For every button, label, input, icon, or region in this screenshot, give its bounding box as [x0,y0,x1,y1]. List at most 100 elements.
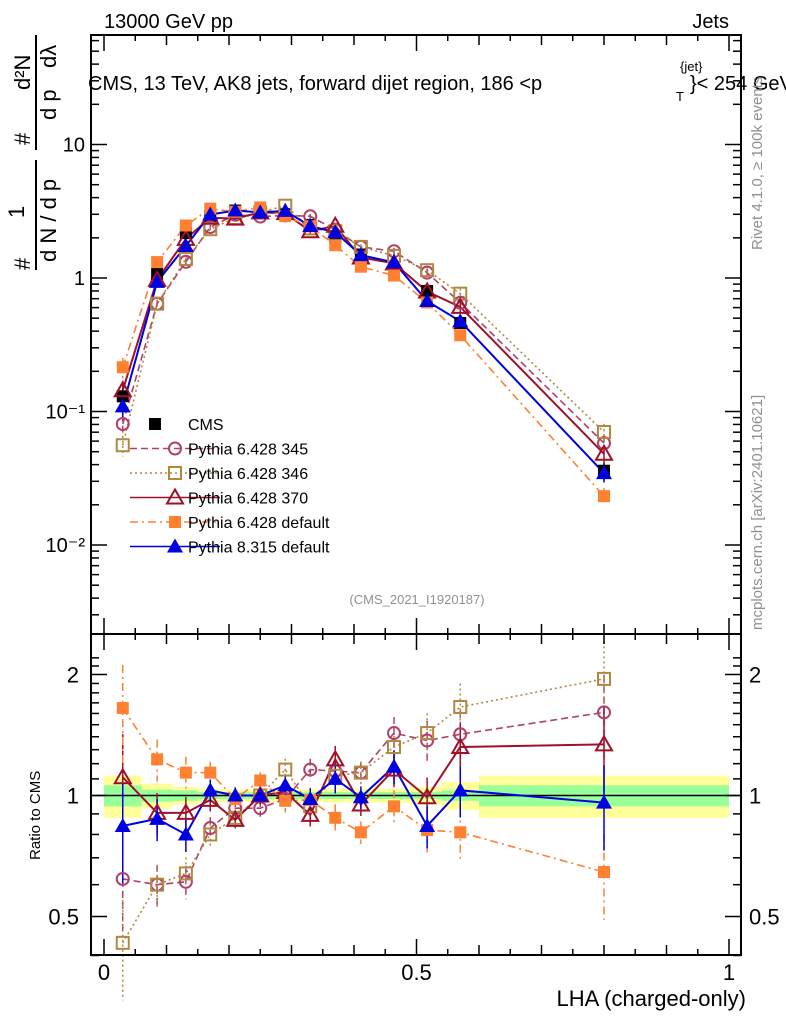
ratio-marker-p6def [204,766,217,779]
marker-p6def [329,239,342,252]
marker-p8def [114,398,131,413]
title-tail: }< 254 GeV [690,73,786,95]
ratio-y-tick-label-right: 1 [749,784,761,809]
ratio-line-p8def [122,765,605,836]
x-tick-label: 0 [98,960,110,985]
marker-p8def [149,273,166,288]
ratio-marker-p6def [254,774,267,787]
ylabel-num2: d²N [10,55,35,90]
marker-p6def [598,490,610,503]
legend-marker-p6def [169,516,181,528]
ratio-marker-p6def [151,753,164,766]
ratio-marker-p370 [417,787,437,805]
marker-p8def [352,247,369,262]
x-axis-label: LHA (charged-only) [556,986,746,1011]
ratio-marker-p370 [594,734,614,752]
ratio-marker-p345 [420,733,435,748]
title-main: CMS, 13 TeV, AK8 jets, forward dijet reg… [88,73,542,95]
marker-p6def [454,329,467,342]
header-right: Jets [692,11,729,33]
analysis-tag: (CMS_2021_I1920187) [349,592,484,607]
ylabel-den1: d N / d p [36,179,61,262]
ratio-marker-p6def [329,811,342,824]
marker-p346 [420,263,435,278]
ratio-marker-p8def [252,787,269,802]
marker-p6def [151,256,164,269]
marker-p8def [277,202,294,217]
marker-p8def [177,238,194,253]
ratio-marker-p345 [387,726,401,741]
marker-p370 [450,296,470,314]
ratio-marker-p6def [454,826,467,839]
ratio-marker-p8def [149,810,166,825]
legend-label-p6def: Pythia 6.428 default [188,515,330,532]
ratio-marker-p346 [387,740,401,755]
y-tick-label: 10 [63,135,85,157]
legend-label-p345: Pythia 6.428 345 [188,442,308,459]
marker-p346 [115,438,130,453]
marker-p8def [596,465,612,480]
marker-p346 [150,296,165,311]
marker-p8def [302,218,319,233]
legend-marker-p346 [168,466,182,480]
marker-p346 [178,251,193,266]
ratio-marker-p346 [115,935,130,950]
ratio-marker-p346 [420,726,435,741]
ratio-marker-p6def [279,794,292,807]
marker-p6def [179,219,192,232]
ratio-marker-p8def [177,826,194,841]
marker-p345 [453,295,468,310]
marker-p6def [116,361,129,374]
ratio-marker-p370 [351,794,371,812]
ratio-marker-p346 [150,877,165,892]
ratio-marker-p8def [452,782,469,797]
ratio-marker-p370 [113,767,133,785]
ylabel-hash2: # [10,132,35,145]
legend-marker-p345 [168,441,182,456]
header-left: 13000 GeV pp [104,11,233,33]
ratio-marker-p8def [419,817,436,832]
ratio-marker-p8def [277,777,294,792]
marker-p8def [252,204,269,219]
ylabel-dl: dλ [36,45,61,68]
marker-p8def [227,202,244,217]
mcplots-label: mcplots.cern.ch [arXiv:2401.10621] [749,395,766,630]
ratio-marker-p370 [200,789,220,807]
marker-p345 [115,417,130,432]
marker-p370 [113,380,133,398]
marker-p8def [202,206,219,221]
ratio-y-tick-label: 1 [67,784,79,809]
ratio-marker-p8def [227,787,244,802]
plot-title: CMS, 13 TeV, AK8 jets, forward dijet reg… [88,59,786,104]
ratio-marker-p370 [300,804,320,822]
marker-p370 [594,443,614,461]
ratio-marker-p346 [353,765,368,780]
ratio-marker-p6def [354,826,367,839]
ratio-marker-p6def [116,702,129,715]
ylabel-num1: 1 [4,206,29,218]
ratio-marker-p8def [386,758,402,773]
axis-ticks [91,35,741,957]
marker-p6def [354,260,367,273]
legend-marker-cms [149,418,161,430]
ratio-marker-p8def [596,794,612,809]
ratio-marker-p345 [115,871,130,886]
x-tick-label: 0.5 [401,960,432,985]
title-sup: {jet} [680,59,703,74]
legend: CMS Pythia 6.428 345 Pythia 6.428 346 Pythi… [130,417,330,557]
ratio-marker-p346 [203,827,218,842]
legend-label-p370: Pythia 6.428 370 [188,491,308,508]
legend-label-p8def: Pythia 8.315 default [188,540,330,557]
legend-label-cms: CMS [188,417,224,434]
ratio-y-tick-label: 2 [67,662,79,687]
ratio-marker-p8def [327,770,344,785]
ratio-ylabel: Ratio to CMS [27,771,44,860]
y-tick-label: 10⁻² [46,535,86,557]
ratio-marker-p346 [597,671,611,686]
y-tick-label: 10⁻¹ [46,402,86,424]
ratio-marker-p6def [598,866,610,879]
title-sub: T [676,89,684,104]
ratio-marker-p346 [453,700,468,715]
series-markers [113,198,614,950]
